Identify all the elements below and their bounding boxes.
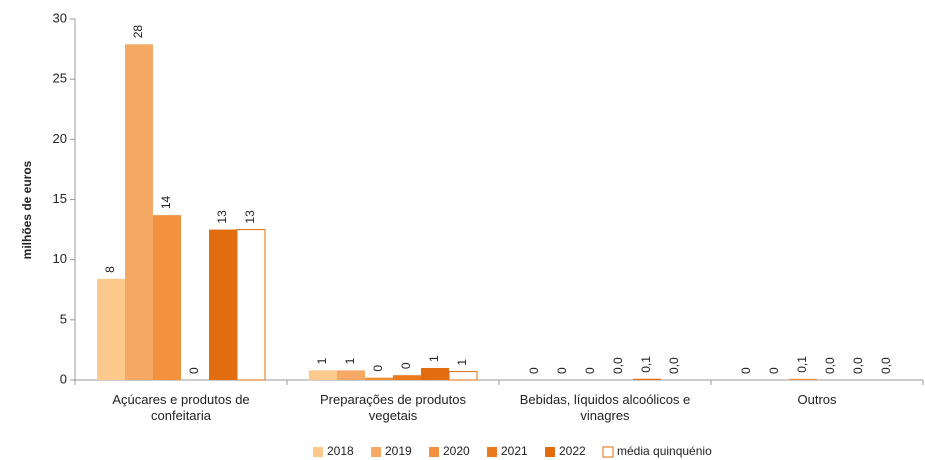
x-tick-label-box: Preparações de produtos vegetais <box>320 392 466 423</box>
value-label: 28 <box>131 25 145 39</box>
value-label: 0,0 <box>823 357 837 374</box>
bar <box>209 229 237 380</box>
legend-label: 2022 <box>559 444 586 458</box>
y-tick-label: 15 <box>53 191 67 206</box>
value-label: 0 <box>399 362 413 369</box>
bar <box>421 367 449 380</box>
legend-label: 2019 <box>385 444 412 458</box>
value-label: 0,0 <box>667 357 681 374</box>
legend-label: média quinquénio <box>617 444 712 458</box>
x-tick-label: Outros <box>797 392 837 407</box>
legend-swatch <box>487 447 497 457</box>
bar <box>125 44 153 381</box>
y-tick-label: 25 <box>53 71 67 86</box>
value-label: 1 <box>455 359 469 366</box>
y-tick-label: 5 <box>60 311 67 326</box>
x-tick-label-box: Açúcares e produtos de confeitaria <box>112 392 250 423</box>
y-tick-label: 20 <box>53 131 67 146</box>
value-label: 14 <box>159 195 173 209</box>
legend-swatch <box>429 447 439 457</box>
y-tick-label: 10 <box>53 251 67 266</box>
value-label: 0 <box>555 367 569 374</box>
bar <box>365 377 393 380</box>
y-tick-label: 0 <box>60 371 67 386</box>
legend-swatch <box>602 446 614 458</box>
bar <box>97 278 125 380</box>
x-tick-label: Bebidas, líquidos alcoólicos e vinagres <box>519 392 691 423</box>
value-label: 1 <box>427 355 441 362</box>
value-label: 8 <box>103 266 117 273</box>
legend-swatch <box>371 447 381 457</box>
bar <box>633 378 661 380</box>
value-label: 13 <box>215 210 229 224</box>
bar <box>393 375 421 380</box>
legend-label: 2021 <box>501 444 528 458</box>
value-label: 13 <box>243 210 257 224</box>
bar <box>236 229 266 381</box>
value-label: 0 <box>583 367 597 374</box>
bar <box>789 378 817 380</box>
bar <box>153 215 181 380</box>
value-label: 1 <box>343 357 357 364</box>
value-label: 0,0 <box>879 357 893 374</box>
bar <box>309 370 337 380</box>
legend-label: 2020 <box>443 444 470 458</box>
value-label: 0 <box>187 367 201 374</box>
value-label: 0 <box>371 365 385 372</box>
y-tick-label: 30 <box>53 10 67 25</box>
y-axis-title: milhões de euros <box>20 160 34 259</box>
legend-label: 2018 <box>327 444 354 458</box>
x-tick-label-box: Bebidas, líquidos alcoólicos e vinagres <box>519 392 691 423</box>
x-tick-label: Preparações de produtos vegetais <box>320 392 466 423</box>
value-label: 0,1 <box>795 356 809 373</box>
value-label: 0 <box>739 367 753 374</box>
value-label: 0,0 <box>611 357 625 374</box>
legend-swatch <box>313 447 323 457</box>
value-label: 1 <box>315 357 329 364</box>
x-tick-label: Açúcares e produtos de confeitaria <box>112 392 250 423</box>
bar <box>337 370 365 380</box>
value-label: 0 <box>767 367 781 374</box>
value-label: 0,0 <box>851 357 865 374</box>
x-tick-label-box: Outros <box>797 392 837 407</box>
value-label: 0 <box>527 367 541 374</box>
bar <box>448 371 478 381</box>
value-label: 0,1 <box>639 356 653 373</box>
legend-swatch <box>545 447 555 457</box>
